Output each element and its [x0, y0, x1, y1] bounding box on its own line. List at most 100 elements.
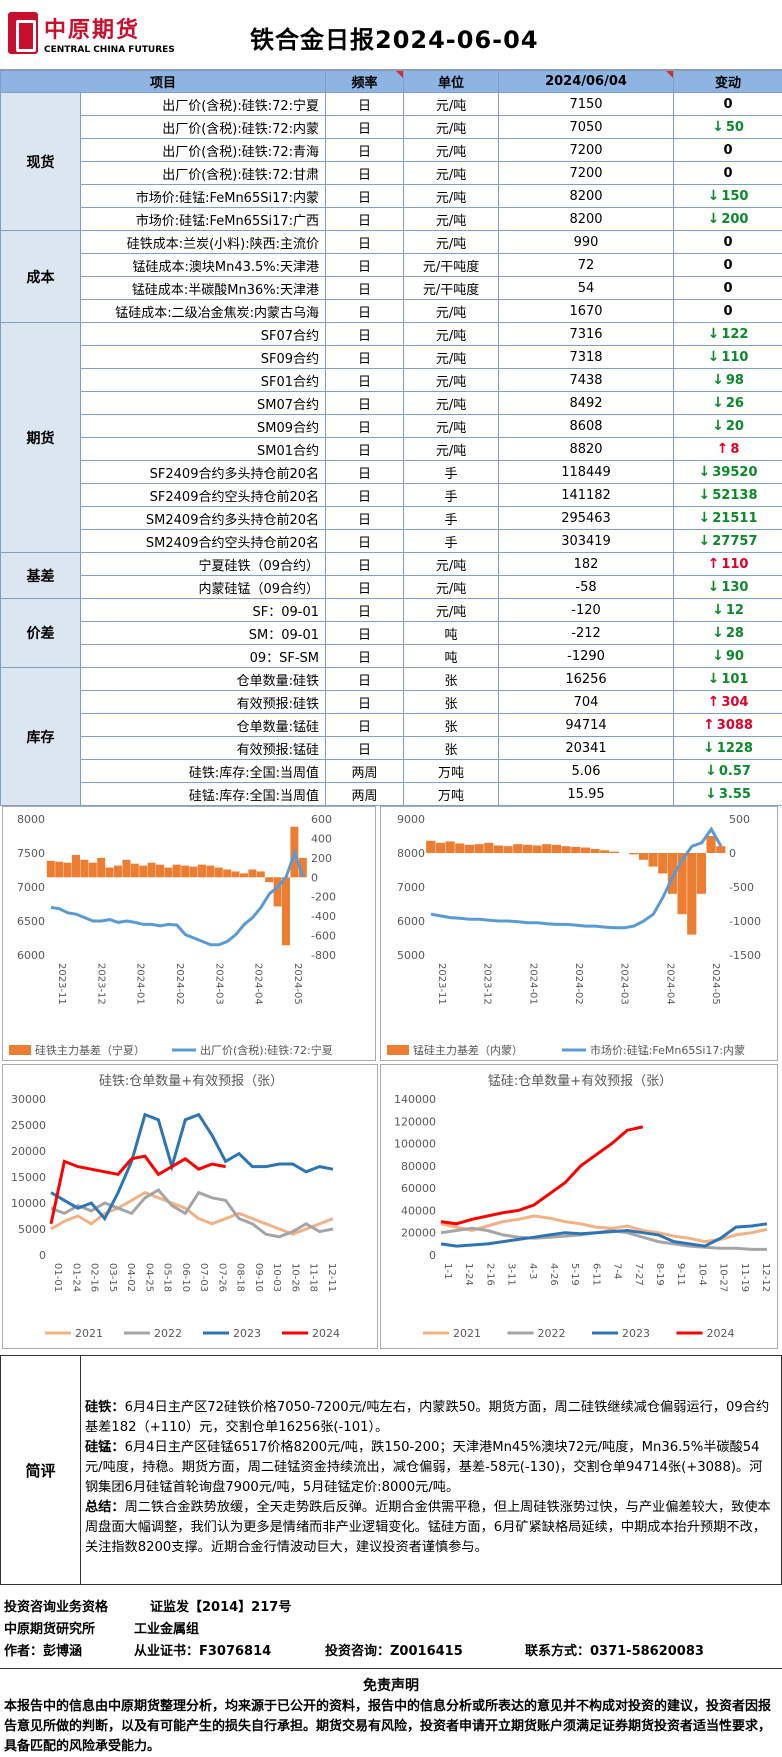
- value-cell: 72: [499, 254, 674, 277]
- x-tick-label: 7-27: [633, 1263, 644, 1286]
- change-value: 0: [723, 235, 732, 250]
- freq-cell: 日: [326, 277, 404, 300]
- x-tick-label: 2024-04: [664, 963, 675, 1005]
- change-value: 28: [726, 626, 744, 641]
- freq-cell: 日: [326, 553, 404, 576]
- right-tick-label: 600: [311, 813, 332, 826]
- freq-cell: 日: [326, 622, 404, 645]
- value-cell: 8608: [499, 415, 674, 438]
- legend-2021: 2021: [75, 1327, 103, 1340]
- freq-cell: 日: [326, 461, 404, 484]
- item-cell: 锰硅成本:半碳酸Mn36%:天津港: [81, 277, 326, 300]
- value-cell: 7316: [499, 323, 674, 346]
- unit-cell: 元/吨: [404, 185, 499, 208]
- item-cell: 锰硅成本:澳块Mn43.5%:天津港: [81, 254, 326, 277]
- unit-cell: 元/吨: [404, 553, 499, 576]
- comment-section: 简评 硅铁：6月4日主产区72硅铁价格7050-7200元/吨左右，内蒙跌50。…: [0, 1355, 782, 1585]
- disclaimer: 免责声明 本报告中的信息由中原期货整理分析，均来源于已公开的资料，报告中的信息分…: [0, 1668, 782, 1756]
- basis-bar: [80, 860, 88, 877]
- disclaimer-text: 本报告中的信息由中原期货整理分析，均来源于已公开的资料，报告中的信息分析或所表达…: [0, 1695, 782, 1757]
- right-tick-label: -400: [311, 910, 336, 923]
- change-value: 110: [721, 557, 748, 572]
- unit-cell: 吨: [404, 622, 499, 645]
- unit-cell: 元/吨: [404, 576, 499, 599]
- y-tick-label: 80000: [401, 1160, 436, 1173]
- basis-bar: [240, 873, 248, 877]
- basis-bar: [232, 871, 240, 877]
- change-cell: ↓26: [674, 392, 782, 415]
- unit-cell: 元/吨: [404, 369, 499, 392]
- change-value: 150: [721, 189, 748, 204]
- qualification-label: 投资咨询业务资格: [4, 1596, 108, 1615]
- change-cell: ↓122: [674, 323, 782, 346]
- left-tick-label: 6000: [397, 915, 425, 928]
- basis-bar: [455, 843, 464, 853]
- arrow-down-icon: ↓: [712, 625, 724, 641]
- change-cell: ↓27757: [674, 530, 782, 553]
- x-tick-label: 11-18: [308, 1263, 319, 1292]
- basis-bar: [64, 863, 72, 878]
- chart-title: 硅铁:仓单数量+有效预报（张）: [99, 1074, 283, 1089]
- unit-cell: 张: [404, 691, 499, 714]
- basis-bar: [513, 844, 522, 853]
- basis-bar: [173, 865, 181, 878]
- freq-cell: 日: [326, 576, 404, 599]
- left-tick-label: 8000: [397, 847, 425, 860]
- change-cell: ↓52138: [674, 484, 782, 507]
- change-value: 52138: [712, 488, 757, 503]
- basis-bar: [72, 855, 80, 877]
- x-tick-label: 2023-12: [482, 963, 493, 1005]
- value-cell: 704: [499, 691, 674, 714]
- basis-bar: [649, 853, 658, 867]
- change-cell: 0: [674, 139, 782, 162]
- legend-2022: 2022: [154, 1327, 182, 1340]
- basis-bar: [223, 870, 231, 878]
- change-cell: 0: [674, 93, 782, 116]
- basis-bar: [591, 849, 600, 853]
- change-cell: ↓1228: [674, 737, 782, 760]
- arrow-down-icon: ↓: [705, 763, 717, 779]
- item-cell: 有效预报:锰硅: [81, 737, 326, 760]
- x-tick-label: 1-1: [442, 1263, 453, 1279]
- arrow-down-icon: ↓: [712, 418, 724, 434]
- category-cell: 库存: [1, 668, 81, 806]
- series-line-2024: [441, 1127, 643, 1224]
- series-line-2021: [441, 1216, 767, 1242]
- x-tick-label: 10-27: [718, 1263, 729, 1292]
- basis-bar: [164, 868, 172, 878]
- change-value: 0: [723, 143, 732, 158]
- comment-sf-head: 硅铁：: [85, 1400, 125, 1415]
- change-value: 39520: [712, 465, 757, 480]
- category-cell: 价差: [1, 599, 81, 668]
- basis-bar: [600, 850, 609, 853]
- arrow-down-icon: ↓: [708, 326, 720, 342]
- legend-price: 市场价:硅锰:FeMn65Si17:内蒙: [590, 1043, 745, 1057]
- change-cell: ↓90: [674, 645, 782, 668]
- left-tick-label: 5000: [397, 949, 425, 962]
- basis-bar: [131, 864, 139, 878]
- unit-cell: 张: [404, 714, 499, 737]
- change-cell: ↓98: [674, 369, 782, 392]
- category-cell: 现货: [1, 93, 81, 231]
- item-cell: 09：SF-SM: [81, 645, 326, 668]
- unit-cell: 元/吨: [404, 300, 499, 323]
- item-cell: 出厂价(含税):硅铁:72:内蒙: [81, 116, 326, 139]
- change-value: 0: [723, 97, 732, 112]
- arrow-down-icon: ↓: [708, 671, 720, 687]
- unit-cell: 元/吨: [404, 208, 499, 231]
- logo-en: CENTRAL CHINA FUTURES: [44, 45, 175, 55]
- legend-2024: 2024: [707, 1327, 735, 1340]
- change-cell: 0: [674, 300, 782, 323]
- change-cell: ↑110: [674, 553, 782, 576]
- legend-2021: 2021: [453, 1327, 481, 1340]
- y-tick-label: 0: [429, 1249, 436, 1262]
- item-cell: 出厂价(含税):硅铁:72:甘肃: [81, 162, 326, 185]
- y-tick-label: 30000: [11, 1093, 46, 1106]
- item-cell: SM2409合约空头持仓前20名: [81, 530, 326, 553]
- right-tick-label: -1000: [729, 915, 761, 928]
